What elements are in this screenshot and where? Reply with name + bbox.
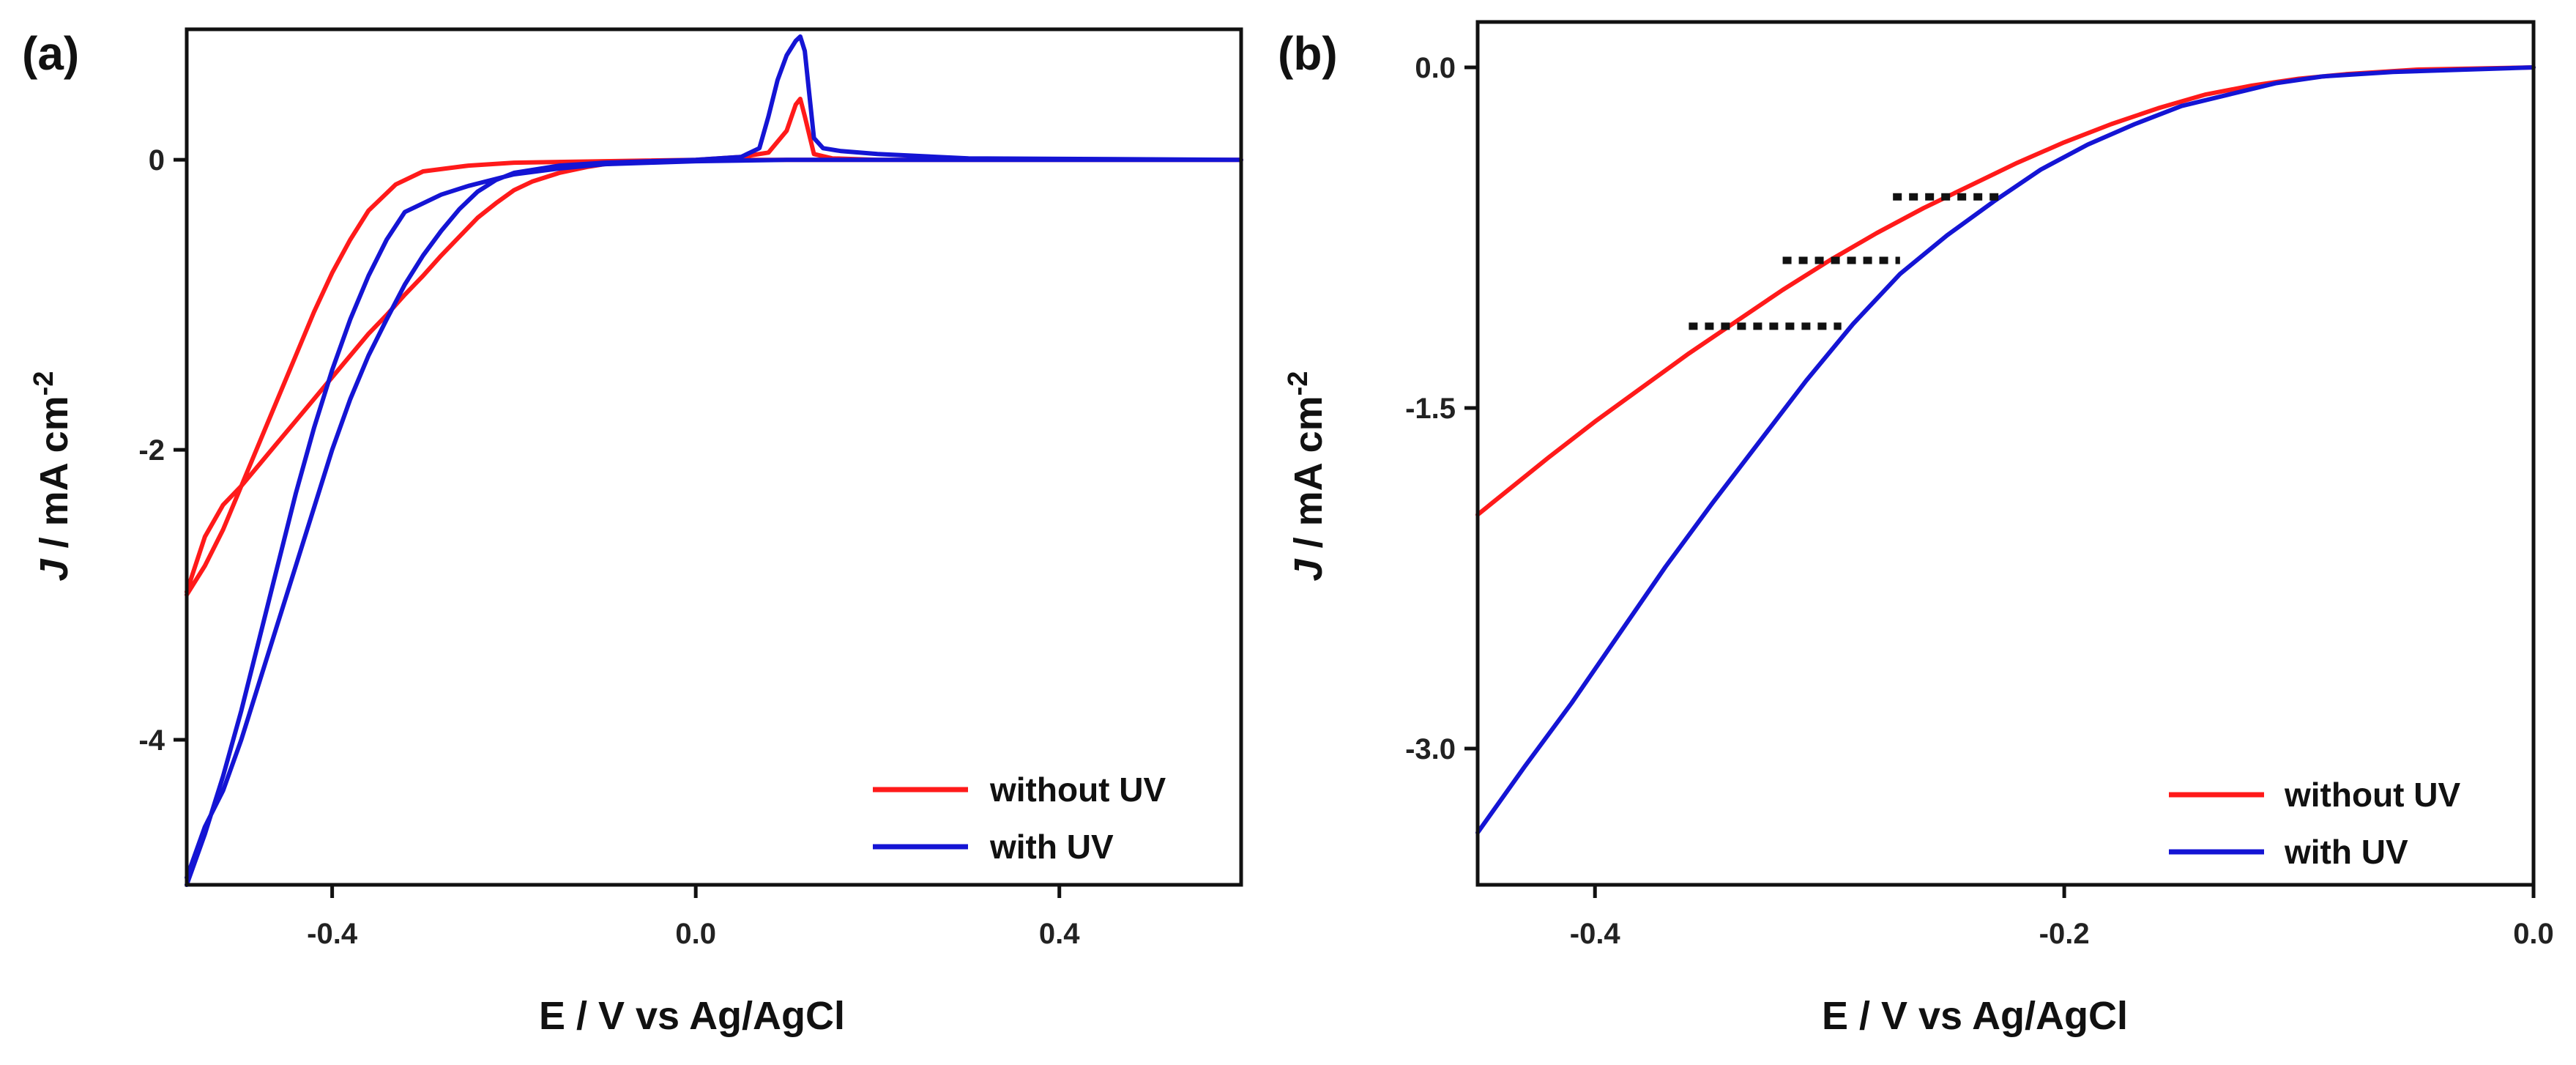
chart-panel-b: (b) -0.4 -0.2 0.0 0.0 -1.5 -3.0 E / V vs Ag/A…: [1278, 20, 2554, 1038]
panel-a-x-tick-label-0_4: 0.4: [1039, 918, 1080, 950]
panel-a-legend: without UV with UV: [873, 771, 1166, 866]
panel-b-plot-frame: [1475, 20, 2536, 887]
panel-b-x-axis-title: E / V vs Ag/AgCl: [1822, 994, 2128, 1038]
panel-b-series: [1475, 65, 2536, 835]
panel-a-plot-frame: [185, 27, 1243, 887]
panel-a-legend-label-with-uv: with UV: [989, 828, 1114, 866]
panel-b-legend-label-without-uv: without UV: [2284, 776, 2460, 814]
panel-b-legend: without UV with UV: [2169, 776, 2460, 871]
panel-a-y-tick-label-neg2: -2: [138, 434, 165, 467]
panel-a-y-axis-title: J / mA cm-2: [29, 371, 76, 582]
panel-b-y-tick-label-neg3: -3.0: [1405, 733, 1456, 765]
panel-a-x-axis-title: E / V vs Ag/AgCl: [539, 994, 845, 1038]
panel-a-y-axis-exponent: -2: [29, 371, 59, 396]
panel-b-y-tick-label-0: 0.0: [1415, 52, 1456, 84]
panel-a-x-tick-label-neg0_4: -0.4: [307, 918, 358, 950]
panel-a-series-without-uv: [185, 97, 1243, 598]
panel-a-x-tick-label-0: 0.0: [675, 918, 716, 950]
panel-b-y-axis-title: J / mA cm-2: [1283, 371, 1330, 582]
panel-b-y-tick-label-neg1_5: -1.5: [1405, 393, 1456, 425]
panel-b-label: (b): [1278, 27, 1338, 80]
panel-b-legend-label-with-uv: with UV: [2284, 833, 2408, 871]
panel-a-y-tick-label-neg4: -4: [138, 724, 165, 757]
panel-a-legend-label-without-uv: without UV: [989, 771, 1166, 809]
panel-a-series: [185, 34, 1243, 887]
chart-panel-a: (a) -0.4 0.0 0.4 0 -2 -4 E / V vs Ag/AgCl J /…: [22, 27, 1243, 1038]
panel-b-reference-lines: [1689, 193, 1999, 330]
panel-b-ticks: -0.4 -0.2 0.0 0.0 -1.5 -3.0: [1405, 52, 2554, 950]
panel-a-y-axis-symbol: J: [32, 558, 76, 581]
panel-a-series-with-uv: [185, 34, 1243, 887]
panel-a-ticks: -0.4 0.0 0.4 0 -2 -4: [138, 144, 1080, 950]
panel-b-x-tick-label-0: 0.0: [2513, 918, 2554, 950]
panel-b-x-tick-label-neg0_2: -0.2: [2039, 918, 2090, 950]
panel-a-y-tick-label-0: 0: [149, 144, 165, 177]
panel-b-y-axis-unit: / mA cm: [1287, 396, 1330, 559]
panel-b-y-axis-exponent: -2: [1283, 371, 1314, 396]
panel-a-label: (a): [22, 27, 79, 80]
panel-b-series-with-uv: [1475, 65, 2536, 835]
panel-b-x-tick-label-neg0_4: -0.4: [1570, 918, 1621, 950]
panel-a-y-axis-unit: / mA cm: [32, 396, 76, 559]
panel-b-y-axis-symbol: J: [1287, 558, 1330, 581]
